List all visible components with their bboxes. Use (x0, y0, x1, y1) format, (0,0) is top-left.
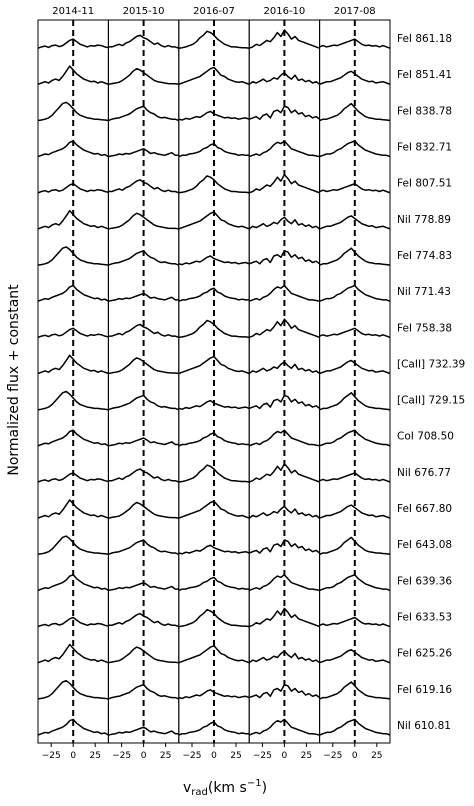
profile-NiI-610.81-2016-10 (248, 718, 320, 736)
x-axis-label: vrad(km s−1) (183, 778, 267, 798)
line-label: FeI 633.53 (397, 611, 452, 623)
x-tick-label: 25 (230, 751, 241, 761)
line-label: FeI 639.36 (397, 575, 452, 587)
profile-FeI-838.78-2014-11 (37, 101, 109, 122)
profile-FeI-633.53-2014-11 (37, 616, 109, 628)
profile-NiI-778.89-2016-10 (248, 216, 321, 230)
profile-FeI-633.53-2017-08 (319, 616, 391, 628)
x-tick-label: 25 (89, 751, 100, 761)
profile-FeI-851.41-2016-07 (178, 66, 250, 86)
line-label: [CaII] 732.39 (397, 358, 465, 370)
x-tick-label: −25 (323, 751, 342, 761)
profile-FeI-667.80-2016-10 (248, 505, 321, 519)
profile-FeI-633.53-2016-10 (248, 607, 320, 628)
profile-FeI-832.71-2015-10 (108, 148, 179, 158)
profile-FeI-758.38-2015-10 (108, 323, 180, 339)
line-label: NiI 778.89 (397, 214, 451, 226)
panel-title-2016-07: 2016-07 (193, 6, 235, 17)
profile-FeI-861.18-2017-08 (319, 38, 391, 49)
profile-FeI-838.78-2017-08 (319, 102, 391, 122)
profile-FeI-639.36-2016-07 (178, 576, 250, 592)
line-labels: FeI 861.18 FeI 851.41 FeI 838.78 FeI 832.71… (397, 33, 465, 732)
line-label: FeI 861.18 (397, 33, 452, 45)
x-axis-label-sub: rad (191, 787, 208, 798)
profile-FeI-838.78-2016-10 (248, 105, 321, 120)
x-axis-label-exp: −1 (247, 778, 262, 789)
line-label: FeI 807.51 (397, 178, 452, 190)
profile-FeI-774.83-2016-07 (178, 255, 250, 266)
profile-NiI-778.89-2015-10 (108, 212, 179, 230)
x-tick-label: 0 (141, 751, 147, 761)
line-label: FeI 838.78 (397, 105, 452, 117)
profile-FeI-838.78-2015-10 (108, 105, 180, 122)
profile-NiI-778.89-2017-08 (319, 215, 391, 230)
line-label: FeI 832.71 (397, 142, 452, 154)
x-tick-label: −25 (253, 751, 272, 761)
x-axis-label-close: ) (262, 780, 267, 796)
profile-FeI-667.80-2015-10 (108, 501, 179, 519)
profile-NiI-610.81-2014-11 (37, 718, 109, 736)
line-label: FeI 851.41 (397, 69, 452, 81)
profile--CaII-729.15-2014-11 (37, 390, 109, 411)
x-tick-label: 25 (301, 751, 312, 761)
profile--CaII-729.15-2017-08 (319, 392, 391, 411)
panel-title-2015-10: 2015-10 (123, 6, 165, 17)
x-tick-label: 0 (211, 751, 217, 761)
profile-FeI-861.18-2015-10 (108, 34, 180, 49)
line-label: FeI 758.38 (397, 322, 452, 334)
profile-FeI-625.26-2014-11 (37, 643, 109, 664)
x-ticks: −25 0 25 −25 0 25 −25 0 25 −25 0 25 −25 0 25 (42, 743, 383, 761)
profile-FeI-758.38-2016-10 (248, 318, 320, 339)
profile-FeI-643.08-2016-07 (178, 544, 250, 555)
line-label: CoI 708.50 (397, 431, 454, 443)
x-tick-label: −25 (42, 751, 61, 761)
profile-FeI-861.18-2014-11 (37, 38, 109, 49)
profile-NiI-610.81-2015-10 (108, 726, 179, 736)
x-tick-label: −25 (183, 751, 202, 761)
x-tick-label: 25 (371, 751, 382, 761)
line-label: NiI 676.77 (397, 467, 451, 479)
line-label: NiI 610.81 (397, 720, 451, 732)
line-label: FeI 774.83 (397, 250, 452, 262)
y-axis-label: Normalized flux + constant (6, 284, 22, 476)
reference-velocity-lines (72, 20, 356, 743)
line-label: NiI 771.43 (397, 286, 451, 298)
profile-FeI-667.80-2017-08 (319, 504, 391, 519)
profile-NiI-771.43-2016-07 (178, 287, 250, 302)
profile-FeI-619.16-2014-11 (37, 679, 109, 700)
profile-FeI-807.51-2016-07 (178, 175, 250, 194)
profile-NiI-610.81-2017-08 (319, 718, 391, 736)
line-label: FeI 643.08 (397, 539, 452, 551)
line-label: FeI 619.16 (397, 684, 452, 696)
profile-FeI-758.38-2014-11 (37, 327, 109, 339)
x-tick-label: 25 (160, 751, 171, 761)
panel-title-2014-11: 2014-11 (52, 6, 94, 17)
x-tick-label: 0 (282, 751, 288, 761)
x-tick-label: −25 (112, 751, 131, 761)
panel-title-2017-08: 2017-08 (334, 6, 376, 17)
x-axis-label-unit: (km s (208, 780, 247, 796)
line-label: [CaII] 729.15 (397, 395, 465, 407)
profile-FeI-758.38-2017-08 (319, 327, 391, 339)
x-axis-label-main: v (183, 780, 191, 796)
panel-title-2016-10: 2016-10 (264, 6, 306, 17)
profile--CaII-732.39-2014-11 (37, 354, 109, 375)
panel-titles: 2014-11 2015-10 2016-07 2016-10 2017-08 (52, 6, 375, 17)
line-label: FeI 667.80 (397, 503, 452, 515)
profile-CoI-708.50-2015-10 (108, 437, 179, 447)
profile--CaII-732.39-2016-07 (178, 355, 250, 375)
line-label: FeI 625.26 (397, 648, 452, 660)
x-tick-label: 0 (70, 751, 76, 761)
x-tick-label: 0 (352, 751, 358, 761)
profile-FeI-633.53-2015-10 (108, 612, 180, 628)
profile-NiI-676.77-2016-07 (178, 464, 250, 483)
